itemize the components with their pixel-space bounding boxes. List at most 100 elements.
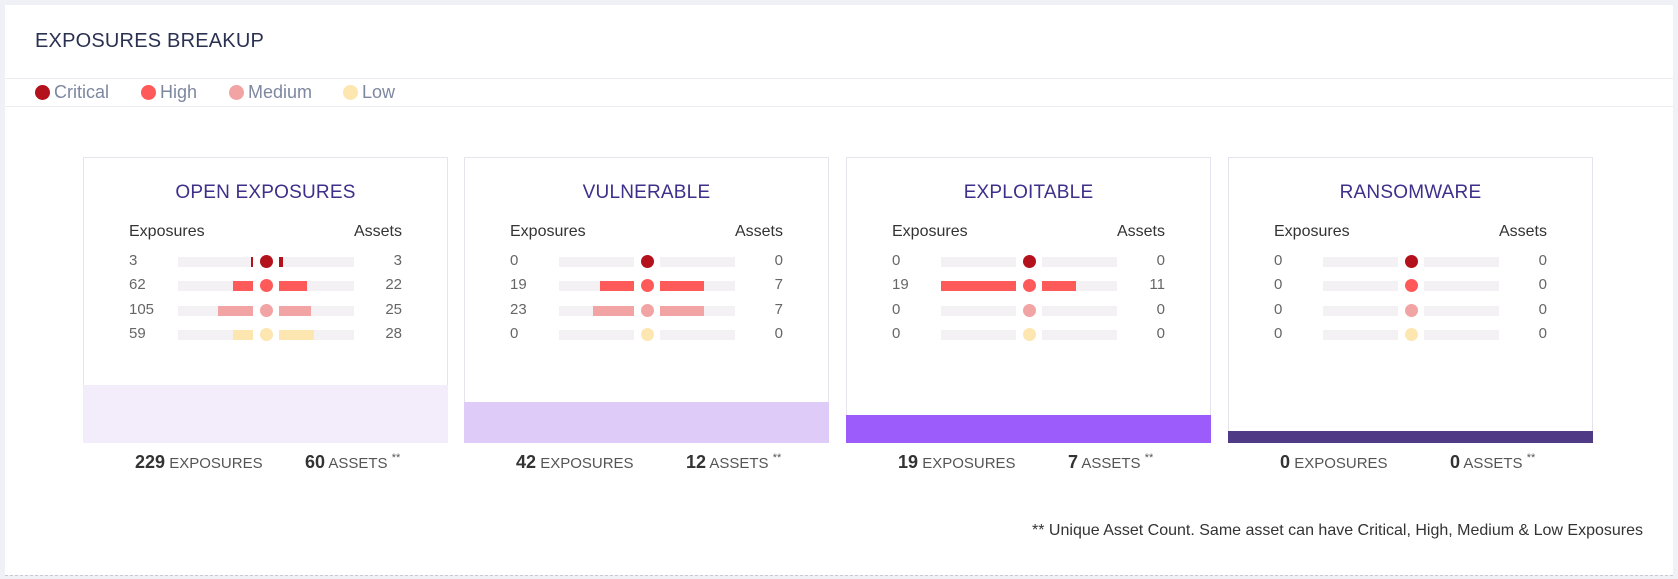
assets-label: ASSETS (1081, 455, 1141, 472)
total-exposures[interactable]: 42 EXPOSURES (516, 452, 634, 473)
exposure-count: 0 (510, 325, 519, 342)
exposures-bar-fill (233, 281, 253, 291)
severity-legend: Critical High Medium Low (5, 78, 1673, 107)
row-low[interactable]: 59 28 (84, 323, 447, 347)
assets-bar-fill (279, 281, 307, 291)
total-exposures[interactable]: 19 EXPOSURES (898, 452, 1016, 473)
total-exposures-value: 42 (516, 452, 537, 472)
legend-item-high[interactable]: High (141, 82, 197, 103)
exposures-bar-track (178, 257, 253, 267)
assets-label: ASSETS (328, 455, 388, 472)
assets-column-header: Assets (734, 223, 783, 240)
card-title: VULNERABLE (582, 182, 711, 203)
exposures-column-header: Exposures (510, 223, 586, 240)
exposure-count: 59 (129, 325, 146, 342)
low-dot-icon (260, 328, 273, 341)
legend-label: Low (362, 82, 396, 102)
total-assets[interactable]: 7 ASSETS ** (1068, 452, 1153, 473)
high-dot-icon (260, 279, 273, 292)
critical-dot-icon (35, 85, 50, 100)
exposures-bar-fill (233, 330, 253, 340)
card-title: RANSOMWARE (1339, 182, 1482, 203)
exposures-column-header: Exposures (1274, 223, 1350, 240)
card-open-exposures[interactable]: OPEN EXPOSURES Exposures Assets 3 3 62 22 105 25… (83, 157, 448, 443)
low-dot-icon (343, 85, 358, 100)
unique-asset-footnote: ** Unique Asset Count. Same asset can ha… (1032, 522, 1643, 539)
medium-dot-icon (1023, 304, 1036, 317)
asset-count: 0 (1538, 276, 1547, 293)
total-assets-value: 12 (686, 452, 707, 472)
high-dot-icon (1023, 279, 1036, 292)
total-assets[interactable]: 12 ASSETS ** (686, 452, 781, 473)
exposures-bar-fill (941, 281, 1016, 291)
row-high[interactable]: 19 7 (465, 274, 828, 298)
assets-bar-track (660, 330, 735, 340)
card-ransomware[interactable]: RANSOMWARE Exposures Assets 0 0 0 0 0 0 0 0 (1228, 157, 1593, 443)
exposure-count: 62 (129, 276, 146, 293)
exposures-bar-track (559, 330, 634, 340)
asset-count: 0 (774, 252, 783, 269)
exposures-label: EXPOSURES (169, 455, 263, 472)
exposures-bar-track (559, 257, 634, 267)
total-assets-value: 0 (1450, 452, 1461, 472)
total-exposures-value: 229 (135, 452, 166, 472)
exposures-label: EXPOSURES (540, 455, 634, 472)
assets-bar-track (1424, 306, 1499, 316)
exposures-bar-fill (251, 257, 253, 267)
asset-count: 0 (1156, 252, 1165, 269)
assets-bar-track (279, 330, 354, 340)
exposures-bar-track (178, 281, 253, 291)
asset-count: 11 (1149, 276, 1165, 293)
critical-dot-icon (1405, 255, 1418, 268)
row-medium[interactable]: 23 7 (465, 299, 828, 323)
assets-bar-track (1424, 330, 1499, 340)
asset-count: 28 (385, 325, 402, 342)
legend-item-low[interactable]: Low (343, 82, 395, 103)
severity-band (846, 415, 1211, 443)
total-exposures[interactable]: 0 EXPOSURES (1280, 452, 1388, 473)
exposures-bar-track (941, 281, 1016, 291)
assets-bar-track (1042, 257, 1117, 267)
legend-item-critical[interactable]: Critical (35, 82, 109, 103)
assets-note: ** (391, 452, 401, 464)
asset-count: 3 (393, 252, 402, 269)
total-exposures[interactable]: 229 EXPOSURES (135, 452, 263, 473)
legend-label: High (160, 82, 198, 102)
total-exposures-value: 0 (1280, 452, 1291, 472)
low-dot-icon (1023, 328, 1036, 341)
total-assets-value: 7 (1068, 452, 1079, 472)
medium-dot-icon (1405, 304, 1418, 317)
exposure-count: 0 (1274, 276, 1283, 293)
asset-count: 0 (1538, 325, 1547, 342)
row-high[interactable]: 19 11 (847, 274, 1210, 298)
legend-item-medium[interactable]: Medium (229, 82, 312, 103)
row-medium[interactable]: 105 25 (84, 299, 447, 323)
total-assets-value: 60 (305, 452, 326, 472)
row-high[interactable]: 62 22 (84, 274, 447, 298)
exposures-bar-track (1323, 257, 1398, 267)
panel-divider (5, 575, 1673, 576)
assets-bar-track (279, 306, 354, 316)
total-assets[interactable]: 60 ASSETS ** (305, 452, 400, 473)
exposures-bar-track (1323, 330, 1398, 340)
assets-bar-track (660, 281, 735, 291)
asset-count: 0 (1156, 325, 1165, 342)
card-vulnerable[interactable]: VULNERABLE Exposures Assets 0 0 19 7 23 7 0 0 (464, 157, 829, 443)
assets-bar-fill (279, 306, 311, 316)
exposures-label: EXPOSURES (1294, 455, 1388, 472)
assets-bar-track (1042, 306, 1117, 316)
exposure-count: 0 (1274, 252, 1283, 269)
card-exploitable[interactable]: EXPLOITABLE Exposures Assets 0 0 19 11 0 0 0 0 (846, 157, 1211, 443)
total-assets[interactable]: 0 ASSETS ** (1450, 452, 1535, 473)
exposure-count: 0 (1274, 325, 1283, 342)
